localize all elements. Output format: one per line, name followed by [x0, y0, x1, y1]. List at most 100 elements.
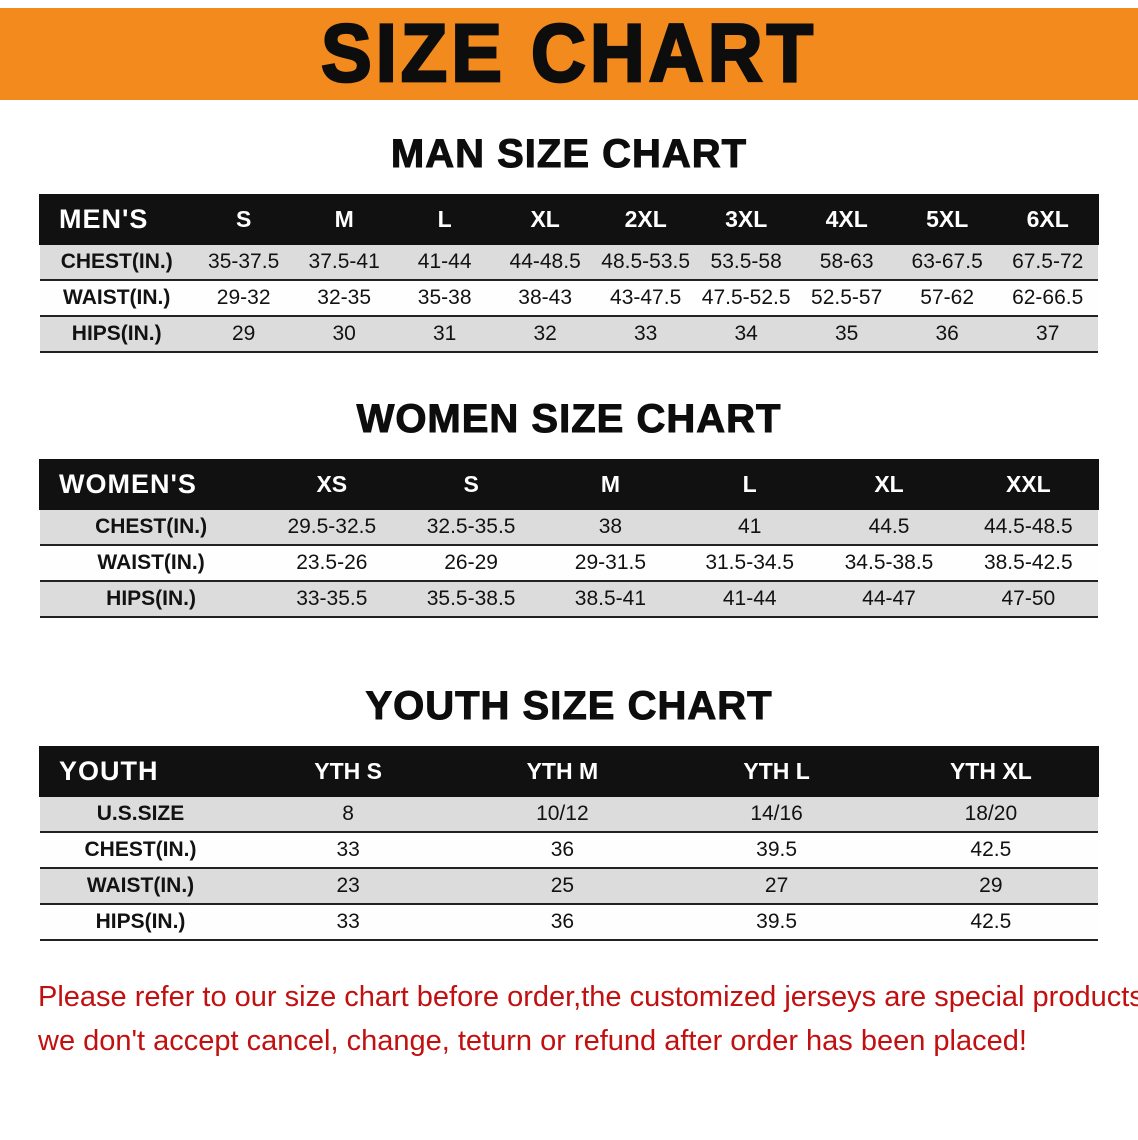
table-row: WAIST(IN.) 23.5-26 26-29 29-31.5 31.5-34.5 34…	[40, 545, 1098, 582]
row-label: HIPS(IN.)	[40, 581, 263, 618]
size-value: 48.5-53.5	[595, 244, 696, 281]
row-label: HIPS(IN.)	[40, 904, 242, 941]
size-value: 35.5-38.5	[401, 581, 541, 618]
size-value: 8	[241, 796, 456, 833]
size-column-header: S	[400, 459, 542, 510]
size-value: 35-38	[394, 280, 495, 317]
row-label: CHEST(IN.)	[40, 832, 242, 869]
size-value: 37.5-41	[293, 244, 395, 281]
size-value: 36	[455, 904, 670, 941]
size-value: 29	[193, 316, 294, 353]
size-value: 36	[455, 832, 670, 869]
size-value: 47.5-52.5	[695, 280, 797, 317]
size-value: 10/12	[455, 796, 670, 833]
size-value: 29-31.5	[540, 545, 681, 582]
table-row: WAIST(IN.) 29-32 32-35 35-38 38-43 43-47.5 47.…	[40, 280, 1098, 317]
size-value: 38.5-41	[540, 581, 681, 618]
table-row: HIPS(IN.) 33 36 39.5 42.5	[40, 904, 1098, 941]
size-value: 33	[241, 832, 456, 869]
size-column-header: YTH S	[240, 746, 457, 797]
size-value: 33-35.5	[262, 581, 402, 618]
size-value: 41-44	[394, 244, 495, 281]
table-row: HIPS(IN.) 33-35.5 35.5-38.5 38.5-41 41-44 44-…	[40, 581, 1098, 618]
size-value: 52.5-57	[796, 280, 897, 317]
row-label: WAIST(IN.)	[40, 545, 263, 582]
size-value: 57-62	[896, 280, 998, 317]
size-value: 31	[394, 316, 495, 353]
size-value: 39.5	[669, 904, 884, 941]
size-value: 47-50	[958, 581, 1098, 618]
size-column-header: 5XL	[895, 194, 999, 245]
size-value: 63-67.5	[896, 244, 998, 281]
size-value: 67.5-72	[997, 244, 1098, 281]
row-label: U.S.SIZE	[40, 796, 242, 833]
size-value: 38-43	[494, 280, 596, 317]
men-section-heading: MAN SIZE CHART	[390, 132, 748, 177]
size-value: 33	[595, 316, 696, 353]
table-header-row: YOUTH YTH S YTH M YTH L YTH XL	[38, 746, 1100, 797]
size-value: 25	[455, 868, 670, 905]
size-column-header: XS	[261, 459, 403, 510]
table-row: HIPS(IN.) 29 30 31 32 33 34 35 36 37	[40, 316, 1098, 353]
size-value: 42.5	[883, 832, 1098, 869]
size-value: 44-48.5	[494, 244, 596, 281]
size-value: 30	[293, 316, 395, 353]
notice-line-1: Please refer to our size chart before or…	[38, 981, 1138, 1013]
size-column-header: M	[292, 194, 396, 245]
size-value: 29	[883, 868, 1098, 905]
size-value: 42.5	[883, 904, 1098, 941]
size-value: 34	[695, 316, 797, 353]
size-value: 38	[540, 509, 681, 546]
size-column-header: 2XL	[594, 194, 697, 245]
size-column-header: S	[192, 194, 295, 245]
size-value: 26-29	[401, 545, 541, 582]
row-label: WAIST(IN.)	[40, 868, 242, 905]
size-value: 36	[896, 316, 998, 353]
size-column-header: L	[679, 459, 821, 510]
size-column-header: M	[539, 459, 682, 510]
women-size-table: WOMEN'S XS S M L XL XXL CHEST(IN.) 29.5-32.5 32.5…	[38, 459, 1100, 618]
size-column-header: 3XL	[694, 194, 798, 245]
size-value: 53.5-58	[695, 244, 797, 281]
size-value: 58-63	[796, 244, 897, 281]
men-size-table: MEN'S S M L XL 2XL 3XL 4XL 5XL 6XL CHEST(IN.) 35-37…	[38, 194, 1099, 353]
youth-section-heading: YOUTH SIZE CHART	[365, 684, 773, 729]
row-label: CHEST(IN.)	[40, 509, 263, 546]
row-label: WAIST(IN.)	[40, 280, 194, 317]
size-value: 37	[997, 316, 1098, 353]
size-chart-page: SIZE CHART MAN SIZE CHART MEN'S S M L XL 2XL 3…	[0, 8, 1138, 1060]
size-value: 35	[796, 316, 897, 353]
footer-notice: Please refer to our size chart before or…	[38, 979, 1138, 1060]
size-value: 41	[680, 509, 820, 546]
size-value: 34.5-38.5	[819, 545, 959, 582]
size-column-header: 6XL	[996, 194, 1099, 245]
size-column-header: L	[393, 194, 496, 245]
size-value: 29.5-32.5	[262, 509, 402, 546]
table-header-row: MEN'S S M L XL 2XL 3XL 4XL 5XL 6XL	[38, 194, 1099, 245]
men-size-section: MAN SIZE CHART MEN'S S M L XL 2XL 3XL 4XL 5XL 6XL…	[0, 132, 1138, 353]
size-column-header: XL	[818, 459, 960, 510]
size-value: 43-47.5	[595, 280, 696, 317]
size-column-header: YTH XL	[882, 746, 1100, 797]
size-column-header: YTH M	[454, 746, 671, 797]
page-title: SIZE CHART	[320, 7, 817, 100]
youth-size-section: YOUTH SIZE CHART YOUTH YTH S YTH M YTH L YTH…	[0, 684, 1138, 941]
size-value: 35-37.5	[193, 244, 294, 281]
size-value: 44.5-48.5	[958, 509, 1098, 546]
size-column-header: YTH L	[668, 746, 885, 797]
size-value: 29-32	[193, 280, 294, 317]
size-value: 33	[241, 904, 456, 941]
table-corner-label: YOUTH	[38, 746, 243, 797]
table-row: CHEST(IN.) 33 36 39.5 42.5	[40, 832, 1098, 869]
size-value: 32.5-35.5	[401, 509, 541, 546]
notice-line-2: we don't accept cancel, change, teturn o…	[38, 1025, 1027, 1058]
size-value: 32	[494, 316, 596, 353]
size-value: 32-35	[293, 280, 395, 317]
table-row: CHEST(IN.) 29.5-32.5 32.5-35.5 38 41 44.5 44.5…	[40, 509, 1098, 546]
row-label: CHEST(IN.)	[40, 244, 194, 281]
size-value: 31.5-34.5	[680, 545, 820, 582]
size-value: 62-66.5	[997, 280, 1098, 317]
table-row: U.S.SIZE 8 10/12 14/16 18/20	[40, 796, 1098, 833]
size-value: 44-47	[819, 581, 959, 618]
women-size-section: WOMEN SIZE CHART WOMEN'S XS S M L XL XXL CHEST(…	[0, 397, 1138, 618]
